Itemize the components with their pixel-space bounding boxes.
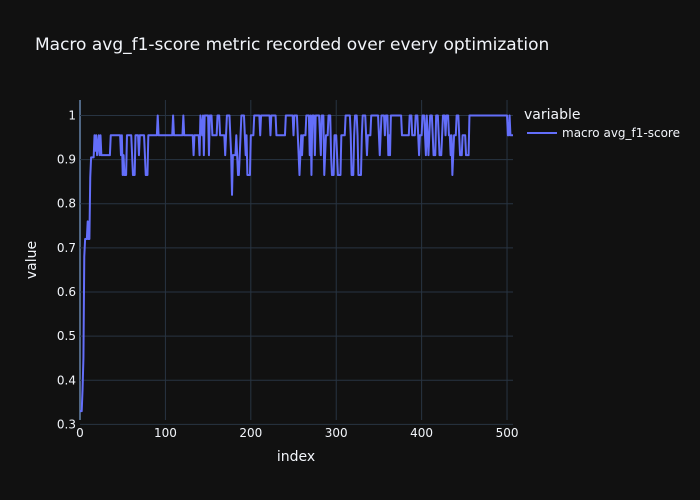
x-tick-label: 100 xyxy=(154,426,177,440)
x-tick-label: 400 xyxy=(410,426,433,440)
x-tick-label: 500 xyxy=(496,426,519,440)
series-line[interactable] xyxy=(80,114,513,413)
series-layer xyxy=(80,114,513,413)
y-tick-label: 0.3 xyxy=(57,417,76,431)
x-tick-label: 0 xyxy=(76,426,84,440)
y-tick-label: 0.6 xyxy=(57,285,76,299)
y-tick-label: 0.5 xyxy=(57,329,76,343)
x-tick-label: 300 xyxy=(325,426,348,440)
x-grid xyxy=(79,100,508,420)
x-axis-title: index xyxy=(277,449,315,465)
chart-title: Macro avg_f1-score metric recorded over … xyxy=(35,35,549,55)
x-tick-labels: 0 100 200 300 400 500 xyxy=(76,426,518,440)
legend-title: variable xyxy=(524,107,580,123)
y-tick-label: 1 xyxy=(68,108,76,122)
y-grid xyxy=(80,114,513,425)
y-axis-title: value xyxy=(24,241,40,279)
legend[interactable]: variable macro avg_f1-score xyxy=(524,107,680,140)
y-tick-label: 0.8 xyxy=(57,197,76,211)
legend-item-label[interactable]: macro avg_f1-score xyxy=(562,126,680,140)
y-tick-labels: 0.3 0.4 0.5 0.6 0.7 0.8 0.9 1 xyxy=(57,108,76,431)
y-tick-label: 0.4 xyxy=(57,373,76,387)
y-tick-label: 0.9 xyxy=(57,153,76,167)
x-tick-label: 200 xyxy=(239,426,262,440)
y-tick-label: 0.7 xyxy=(57,241,76,255)
